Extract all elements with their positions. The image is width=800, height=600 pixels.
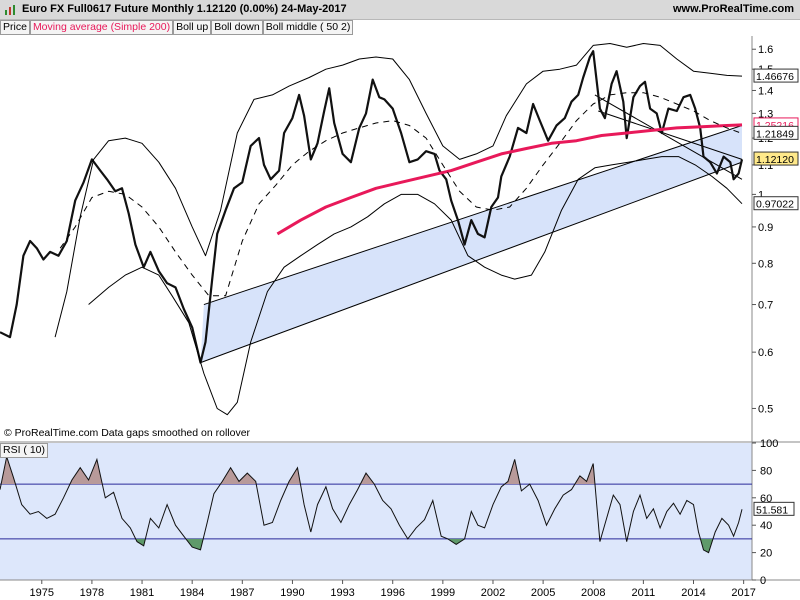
legend-item-boll-middle[interactable]: Boll middle ( 50 2): [262, 20, 354, 35]
x-tick-label: 1999: [431, 587, 455, 599]
series-line-price[interactable]: [0, 50, 744, 364]
x-tick-label: 2017: [731, 587, 755, 599]
x-tick-label: 1975: [30, 587, 54, 599]
x-tick-label: 2005: [531, 587, 555, 599]
rsi-last-value-label: 51.581: [756, 504, 788, 516]
chart-title: Euro FX Full0617 Future Monthly 1.12120 …: [22, 3, 347, 15]
channel-upper-line-rising-channel[interactable]: [203, 124, 743, 306]
y-tick-label: 0.8: [758, 258, 773, 270]
legend-item-moving-average[interactable]: Moving average (Simple 200): [29, 20, 174, 35]
rsi-overbought-fill: [287, 467, 301, 485]
rsi-oversold-fill: [447, 538, 465, 545]
x-tick-label: 2011: [632, 587, 656, 599]
channel-lower-line-falling-channel[interactable]: [594, 94, 743, 180]
rsi-overbought-fill: [574, 463, 595, 485]
series-line-boll-down[interactable]: [88, 156, 743, 416]
chart-title-bar: Euro FX Full0617 Future Monthly 1.12120 …: [0, 0, 800, 20]
rsi-y-tick-label: 60: [760, 493, 772, 505]
rsi-last-value-box: [753, 501, 795, 516]
copyright-note: © ProRealTime.com Data gaps smoothed on …: [4, 427, 251, 439]
legend-item-boll-up[interactable]: Boll up: [173, 20, 212, 35]
y-tick-label: 0.5: [758, 403, 773, 415]
x-tick-label: 2008: [581, 587, 605, 599]
series-line-moving-average-simple-200[interactable]: [276, 123, 743, 236]
rsi-overbought-fill: [220, 467, 257, 485]
rsi-overbought-fill: [69, 459, 103, 485]
x-tick-label: 1993: [330, 587, 354, 599]
site-link[interactable]: www.ProRealTime.com: [672, 3, 794, 15]
rsi-overbought-fill: [360, 473, 375, 485]
rsi-panel[interactable]: [0, 443, 752, 580]
rsi-overbought-fill: [504, 459, 520, 485]
y-tick-label: 0.9: [758, 222, 773, 234]
chart-window-icon[interactable]: [4, 4, 16, 16]
legend-item-boll-down[interactable]: Boll down: [211, 20, 263, 35]
price-panel[interactable]: [0, 36, 752, 441]
x-tick-label: 1987: [230, 587, 254, 599]
rsi-oversold-fill: [135, 538, 146, 546]
x-tick-label: 1996: [380, 587, 404, 599]
price-label-box-boll-down: [753, 196, 799, 211]
channel-upper-line-falling-channel[interactable]: [598, 110, 743, 160]
rsi-oversold-fill: [185, 538, 204, 550]
rsi-y-tick-label: 100: [760, 438, 778, 450]
y-tick-label: 1.3: [758, 108, 773, 120]
y-tick-label: 1.6: [758, 44, 773, 56]
y-tick-label: 1: [758, 189, 764, 201]
rsi-y-tick-label: 80: [760, 465, 772, 477]
rsi-y-tick-label: 20: [760, 548, 772, 560]
rsi-overbought-fill: [1, 456, 16, 485]
rsi-y-tick-label: 0: [760, 575, 766, 587]
x-tick-label: 2002: [481, 587, 505, 599]
series-line-boll-middle[interactable]: [59, 92, 743, 297]
series-line-boll-up[interactable]: [54, 43, 743, 338]
x-tick-label: 2014: [681, 587, 705, 599]
channel-lower-line-rising-channel[interactable]: [200, 161, 743, 364]
indicator-legend: Price Moving average (Simple 200) Boll u…: [0, 20, 354, 35]
price-label-box-boll-middle: [753, 125, 799, 140]
channel-fill-rising-channel: [200, 125, 742, 363]
price-label-boll-middle: 1.21849: [756, 128, 794, 140]
price-label-boll-up: 1.46676: [756, 71, 794, 83]
y-tick-label: 0.7: [758, 300, 773, 312]
y-tick-label: 1.4: [758, 85, 773, 97]
x-tick-label: 1984: [180, 587, 204, 599]
x-tick-label: 1978: [80, 587, 104, 599]
rsi-y-tick-label: 40: [760, 520, 772, 532]
price-label-box-price: [753, 151, 799, 166]
series-line-rsi[interactable]: [0, 454, 743, 554]
y-tick-label: 0.6: [758, 347, 773, 359]
price-label-box-boll-up: [753, 68, 799, 83]
rsi-panel-label[interactable]: RSI ( 10): [0, 443, 49, 458]
legend-item-price[interactable]: Price: [0, 20, 30, 35]
x-tick-label: 1990: [280, 587, 304, 599]
price-label-price: 1.12120: [756, 154, 794, 166]
price-label-boll-down: 0.97022: [756, 199, 794, 211]
x-tick-label: 1981: [130, 587, 154, 599]
